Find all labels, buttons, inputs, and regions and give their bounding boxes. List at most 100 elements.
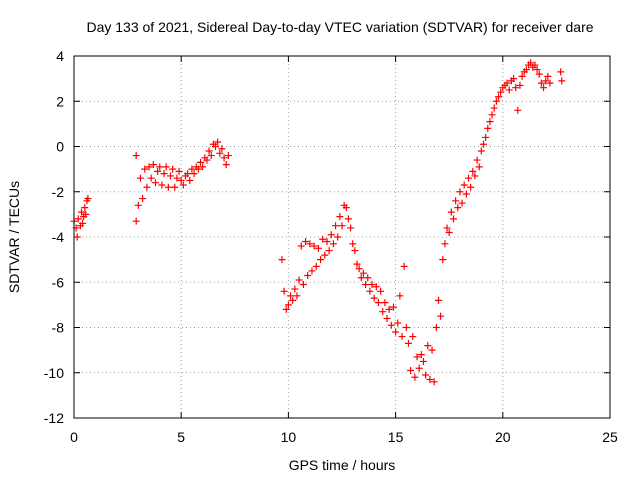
- data-point: [486, 118, 494, 126]
- data-points: [70, 59, 566, 386]
- data-point: [544, 72, 552, 80]
- data-point: [477, 147, 485, 155]
- data-point: [295, 276, 303, 284]
- axis-ticks: 0 5 10 15 20 25 -12 -10 -8 -6 -4 -2 0 2 4: [44, 48, 618, 445]
- data-point: [134, 201, 142, 209]
- data-point: [522, 66, 530, 74]
- y-tick-label: 2: [56, 93, 64, 109]
- data-point: [475, 163, 483, 171]
- x-axis-label: GPS time / hours: [289, 457, 396, 473]
- data-point: [443, 224, 451, 232]
- y-tick-label: -8: [52, 320, 65, 336]
- data-point: [514, 106, 522, 114]
- data-point: [280, 287, 288, 295]
- data-point: [220, 154, 228, 162]
- data-point: [203, 156, 211, 164]
- data-point: [497, 88, 505, 96]
- data-point: [404, 339, 412, 347]
- data-point: [413, 353, 421, 361]
- data-point: [79, 219, 87, 227]
- data-point: [409, 333, 417, 341]
- data-point: [214, 138, 222, 146]
- data-point: [464, 174, 472, 182]
- data-point: [381, 299, 389, 307]
- data-point: [196, 158, 204, 166]
- data-point: [357, 274, 365, 282]
- data-point: [319, 235, 327, 243]
- data-point: [383, 314, 391, 322]
- data-point: [368, 281, 376, 289]
- data-point: [308, 267, 316, 275]
- data-point: [329, 240, 337, 248]
- data-point: [439, 256, 447, 264]
- data-point: [342, 204, 350, 212]
- data-point: [469, 167, 477, 175]
- data-point: [488, 111, 496, 119]
- data-point: [179, 181, 187, 189]
- data-point: [462, 190, 470, 198]
- data-point: [353, 260, 361, 268]
- data-point: [184, 170, 192, 178]
- data-point: [490, 104, 498, 112]
- data-point: [558, 77, 566, 85]
- data-point: [151, 179, 159, 187]
- x-tick-label: 20: [495, 429, 511, 445]
- plot-frame: [73, 55, 611, 419]
- data-point: [374, 299, 382, 307]
- data-point: [471, 172, 479, 180]
- data-point: [169, 165, 177, 173]
- data-point: [194, 165, 202, 173]
- data-point: [222, 161, 230, 169]
- data-point: [139, 195, 147, 203]
- data-point: [81, 204, 89, 212]
- data-point: [164, 183, 172, 191]
- data-point: [557, 68, 565, 76]
- data-point: [173, 174, 181, 182]
- data-point: [323, 238, 331, 246]
- data-point: [366, 287, 374, 295]
- data-point: [158, 181, 166, 189]
- data-point: [190, 170, 198, 178]
- data-point: [282, 305, 290, 313]
- grid: [74, 56, 610, 418]
- data-point: [512, 84, 520, 92]
- data-point: [355, 265, 363, 273]
- data-point: [447, 208, 455, 216]
- data-point: [510, 75, 518, 83]
- data-point: [327, 231, 335, 239]
- data-point: [216, 149, 224, 157]
- data-point: [338, 222, 346, 230]
- data-point: [531, 61, 539, 69]
- data-point: [387, 321, 395, 329]
- data-point: [482, 133, 490, 141]
- data-point: [312, 262, 320, 270]
- data-point: [484, 124, 492, 132]
- data-point: [141, 165, 149, 173]
- data-point: [293, 292, 301, 300]
- data-point: [422, 371, 430, 379]
- data-point: [454, 204, 462, 212]
- data-point: [456, 188, 464, 196]
- data-point: [74, 215, 82, 223]
- data-point: [297, 242, 305, 250]
- data-point: [351, 247, 359, 255]
- chart-title: Day 133 of 2021, Sidereal Day-to-day VTE…: [86, 19, 593, 35]
- data-point: [314, 244, 322, 252]
- data-point: [400, 262, 408, 270]
- y-axis-label: SDTVAR / TECUs: [6, 181, 22, 293]
- data-point: [370, 294, 378, 302]
- data-point: [278, 256, 286, 264]
- data-point: [452, 197, 460, 205]
- data-point: [437, 312, 445, 320]
- data-point: [402, 324, 410, 331]
- y-tick-label: -6: [52, 274, 65, 290]
- data-point: [392, 328, 400, 336]
- data-point: [156, 163, 164, 171]
- data-point: [359, 269, 367, 277]
- data-point: [73, 233, 81, 241]
- data-point: [349, 240, 357, 248]
- data-point: [162, 163, 170, 171]
- data-point: [136, 174, 144, 182]
- data-point: [377, 287, 385, 295]
